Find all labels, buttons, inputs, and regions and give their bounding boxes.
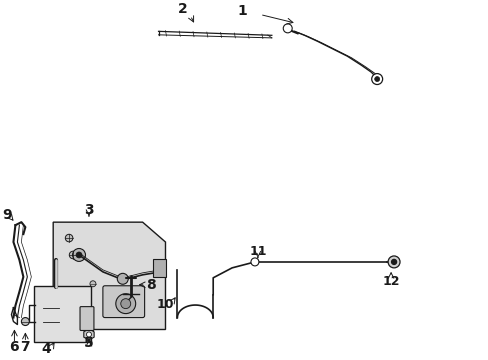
Circle shape [283, 24, 292, 33]
Text: 2: 2 [177, 3, 187, 17]
Text: 7: 7 [20, 340, 30, 354]
Polygon shape [83, 329, 94, 340]
Circle shape [374, 77, 379, 81]
Circle shape [65, 234, 73, 242]
FancyBboxPatch shape [80, 307, 94, 330]
FancyBboxPatch shape [34, 286, 91, 342]
Circle shape [387, 256, 399, 268]
FancyBboxPatch shape [102, 286, 144, 318]
Text: 8: 8 [145, 278, 155, 292]
Text: 4: 4 [41, 342, 51, 356]
Text: 1: 1 [237, 4, 246, 18]
Circle shape [69, 251, 77, 259]
Circle shape [116, 294, 135, 314]
Circle shape [72, 248, 85, 261]
Circle shape [391, 260, 396, 264]
Circle shape [121, 299, 130, 309]
Circle shape [86, 332, 91, 337]
Circle shape [371, 73, 382, 85]
Polygon shape [53, 222, 165, 329]
Circle shape [117, 273, 128, 284]
Circle shape [250, 258, 258, 266]
Bar [152, 259, 166, 277]
Text: 11: 11 [249, 246, 266, 258]
Text: 3: 3 [84, 203, 94, 217]
Circle shape [21, 318, 29, 325]
Text: 5: 5 [84, 336, 94, 350]
Text: 6: 6 [9, 340, 18, 354]
Text: 9: 9 [2, 208, 12, 222]
Circle shape [90, 281, 96, 287]
Text: 10: 10 [157, 298, 174, 311]
Circle shape [76, 252, 82, 258]
Text: 12: 12 [382, 275, 399, 288]
